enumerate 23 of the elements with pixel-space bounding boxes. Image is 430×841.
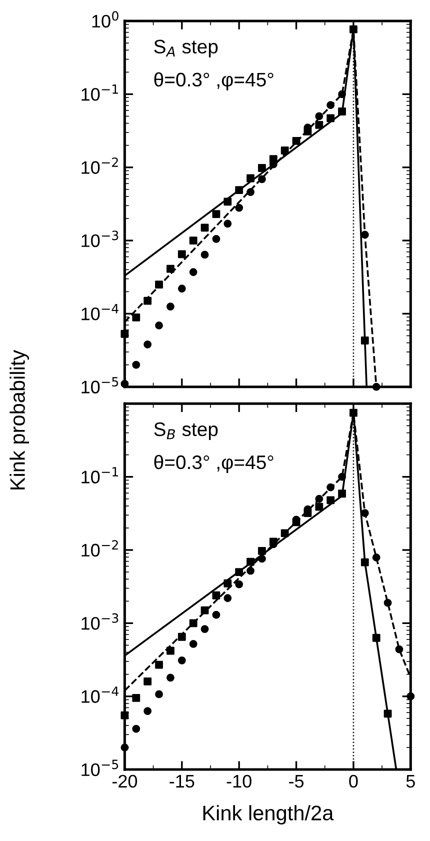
x-tick-label: 0 — [349, 774, 358, 788]
y-tick-label: 10$^{−1}$ — [82, 467, 118, 484]
x-tick-label: -10 — [226, 774, 252, 788]
y-tick-label: 10$^{−3}$ — [82, 230, 118, 248]
annotation: S$_{B}$ step — [154, 422, 218, 440]
y-tick-label: 10$^{0}$ — [92, 11, 118, 28]
annotation: θ=0.3° ,φ=45° — [154, 454, 274, 474]
y-axis-title: Kink probability — [10, 350, 30, 490]
annotation: θ=0.3° ,φ=45° — [154, 72, 274, 90]
x-tick-label: -5 — [289, 775, 304, 788]
y-tick-label: 10$^{−3}$ — [82, 613, 118, 630]
x-tick-label: -15 — [170, 775, 194, 788]
y-tick-label: 10$^{−1}$ — [82, 84, 118, 101]
x-tick-label: -20 — [112, 774, 138, 788]
y-tick-label: 10$^{−5}$ — [82, 760, 118, 776]
x-axis-title: Kink length/2a — [203, 805, 334, 825]
y-tick-label: 10$^{−5}$ — [82, 377, 118, 394]
x-tick-label: 5 — [406, 775, 415, 788]
y-tick-label: 10$^{−4}$ — [82, 686, 118, 703]
annotation: S$_{A}$ step — [154, 40, 218, 58]
y-tick-label: 10$^{−4}$ — [82, 304, 118, 320]
y-tick-label: 10$^{−2}$ — [82, 157, 118, 174]
y-tick-label: 10$^{−2}$ — [82, 540, 118, 557]
